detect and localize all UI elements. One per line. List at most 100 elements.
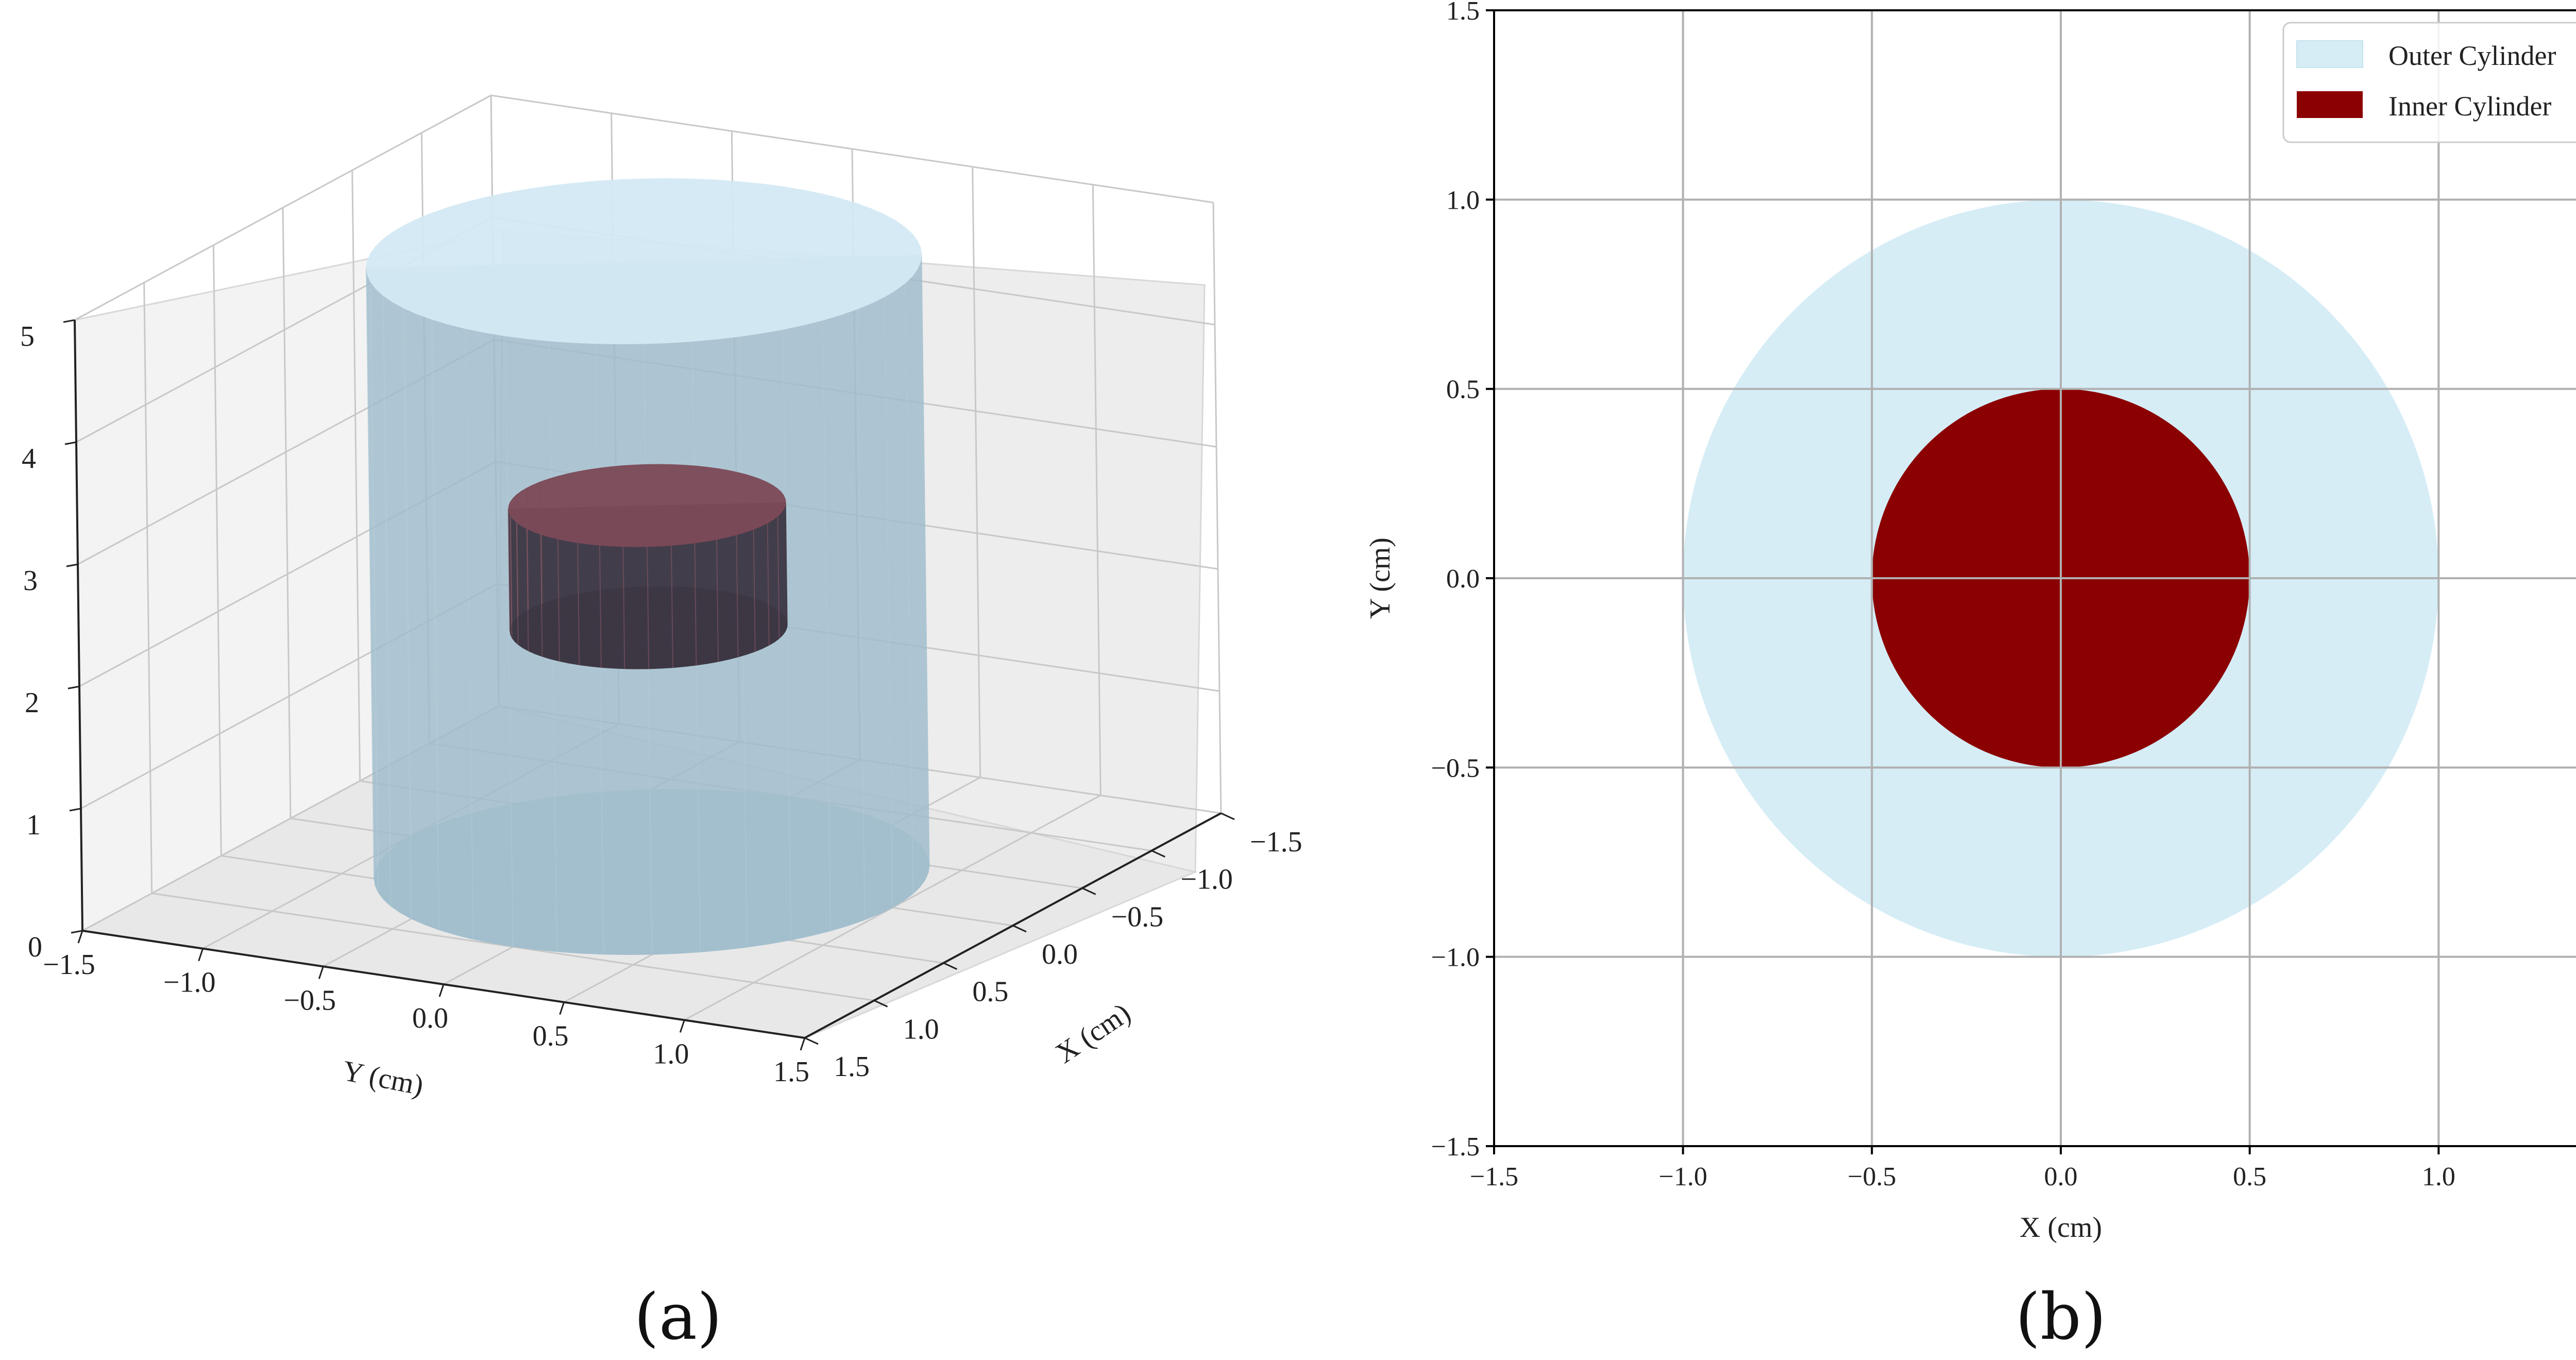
- grid-right-pane-line: [972, 166, 981, 778]
- x-tick-mark-3d: [874, 999, 888, 1008]
- inner-cylinder-facet: [516, 523, 519, 645]
- outer-cylinder-facet: [365, 267, 375, 879]
- legend: Outer Cylinder Inner Cylinder: [2282, 22, 2576, 143]
- z-tick-mark-3d: [71, 930, 83, 934]
- y-tick-label-3d: 1.5: [773, 1056, 809, 1088]
- outer-cylinder-front-base: [374, 865, 930, 955]
- grid-left-pane-line: [351, 170, 361, 781]
- inner-cylinder-facet: [753, 529, 756, 652]
- x-tick-mark-3d: [1221, 812, 1235, 820]
- x-tick-label: −0.5: [1848, 1162, 1896, 1191]
- legend-swatch-inner: [2297, 91, 2363, 118]
- y-tick-label-3d: 0.5: [533, 1020, 569, 1052]
- inner-cylinder-facet: [507, 509, 511, 631]
- z-tick-label-3d: 4: [22, 443, 36, 475]
- z-tick-label-3d: 2: [25, 687, 39, 719]
- x-tick-label-3d: 0.5: [972, 976, 1008, 1008]
- y-tick-label: 1.0: [1446, 186, 1480, 215]
- inner-cylinder-top: [508, 464, 786, 547]
- outer-cylinder-facet: [369, 282, 379, 893]
- legend-swatch-outer: [2296, 40, 2363, 68]
- y-tick-label-3d: −1.5: [43, 949, 95, 981]
- inner-cylinder-facet: [736, 535, 739, 658]
- panel-a-3d-plot: −1.5 −1.0 −0.5 0.0 0.5 1.0 1.5 −1.5 −1.0 −0.5 0.0 0…: [20, 94, 1302, 1102]
- x-tick-mark-3d: [804, 1037, 819, 1045]
- legend-label-inner: Inner Cylinder: [2388, 91, 2551, 122]
- caption-a: (a): [634, 1280, 722, 1354]
- ticks-top-view: −1.5 −1.0 −0.5 0.0 0.5 1.0 1.5 −1.5 −1.0 −0.5 0.0 0…: [1431, 0, 2455, 1191]
- x-tick-label-3d: 0.0: [1042, 938, 1078, 970]
- outer-cylinder-facet: [369, 253, 379, 864]
- y-tick-mark-3d: [800, 1037, 806, 1051]
- z-tick-mark-3d: [66, 563, 78, 567]
- inner-cylinder-facet: [557, 539, 560, 662]
- z-tick-label-3d: 3: [23, 565, 38, 597]
- x-tick-label: 0.5: [2233, 1162, 2266, 1191]
- y-axis-label-top-view: Y (cm): [1364, 538, 1396, 619]
- y-tick-label: −1.5: [1431, 1132, 1480, 1162]
- outer-cylinder-facet: [382, 295, 392, 906]
- inner-cylinder-facet: [767, 523, 770, 646]
- grid-right-pane-line: [1092, 184, 1101, 796]
- x-axis-label-top-view: X (cm): [2020, 1212, 2102, 1244]
- y-tick-mark-3d: [318, 966, 324, 979]
- outer-cylinder-facet: [856, 309, 866, 920]
- outer-cylinder-facet: [431, 319, 440, 930]
- y-axis-label-3d: Y (cm): [340, 1055, 426, 1102]
- x-tick-label-3d: −1.0: [1180, 864, 1233, 896]
- x-tick-label: −1.5: [1470, 1162, 1518, 1191]
- x-tick-label: 1.0: [2422, 1162, 2455, 1191]
- inner-cylinder-facet: [777, 516, 780, 639]
- inner-cylinder-facet: [671, 545, 674, 668]
- y-tick-label-3d: −1.0: [163, 967, 216, 999]
- y-tick-mark-3d: [438, 984, 445, 997]
- z-axis-line-3d: [74, 320, 83, 931]
- x-tick-label: −1.0: [1659, 1162, 1707, 1191]
- z-tick-label-3d: 0: [28, 931, 42, 963]
- grid-floor-line: [151, 892, 874, 1001]
- grid-left-pane-line: [212, 245, 222, 856]
- inner-cylinder-3d: [507, 464, 788, 669]
- inner-cylinder-facet: [577, 543, 580, 665]
- x-tick-mark-3d: [1151, 850, 1165, 858]
- outer-cylinder-facet: [403, 308, 412, 919]
- inner-cylinder-facet: [599, 545, 602, 668]
- outer-cylinder-facet: [382, 239, 391, 850]
- z-tick-mark-3d: [69, 808, 81, 812]
- grid-right-pane-line: [1212, 202, 1222, 814]
- z-tick-mark-3d: [67, 685, 80, 690]
- outer-cylinder-facet: [783, 329, 792, 941]
- x-axis-label-3d: X (cm): [1050, 997, 1136, 1070]
- outer-cylinder-facet: [822, 320, 832, 931]
- y-tick-label-3d: 1.0: [653, 1038, 689, 1070]
- x-tick-label: 0.0: [2044, 1162, 2078, 1191]
- inner-cylinder-facet: [510, 516, 513, 639]
- y-tick-label: −1.0: [1431, 943, 1480, 972]
- x-tick-mark-3d: [1082, 887, 1096, 895]
- y-tick-label: −0.5: [1431, 753, 1480, 783]
- outer-cylinder-top: [366, 178, 922, 345]
- ticks-3d: −1.5 −1.0 −0.5 0.0 0.5 1.0 1.5 −1.5 −1.0 −0.5 0.0 0…: [20, 319, 1302, 1088]
- inner-cylinder-facet: [647, 547, 650, 669]
- caption-b: (b): [2015, 1280, 2106, 1354]
- x-tick-mark-3d: [1012, 925, 1027, 933]
- y-tick-label-3d: −0.5: [284, 984, 336, 1016]
- outer-cylinder-facet: [905, 283, 914, 895]
- y-tick-label: 0.5: [1446, 375, 1480, 405]
- inner-cylinder-facet: [694, 543, 697, 666]
- legend-label-outer: Outer Cylinder: [2388, 40, 2556, 71]
- outer-cylinder-facet: [504, 336, 514, 947]
- outer-cylinder-facet: [402, 225, 412, 836]
- y-tick-mark-3d: [198, 948, 204, 962]
- grid-left-pane-line: [74, 94, 492, 321]
- y-tick-mark-3d: [679, 1019, 685, 1033]
- z-tick-label-3d: 1: [26, 809, 41, 841]
- y-tick-label: 0.0: [1446, 564, 1480, 594]
- x-tick-mark-3d: [943, 962, 957, 970]
- outer-cylinder-facet: [884, 297, 893, 908]
- inner-cylinder-facet: [716, 540, 719, 662]
- inner-cylinder-facet: [622, 547, 625, 669]
- y-tick-mark-3d: [77, 930, 83, 944]
- x-tick-label-3d: −0.5: [1111, 901, 1164, 933]
